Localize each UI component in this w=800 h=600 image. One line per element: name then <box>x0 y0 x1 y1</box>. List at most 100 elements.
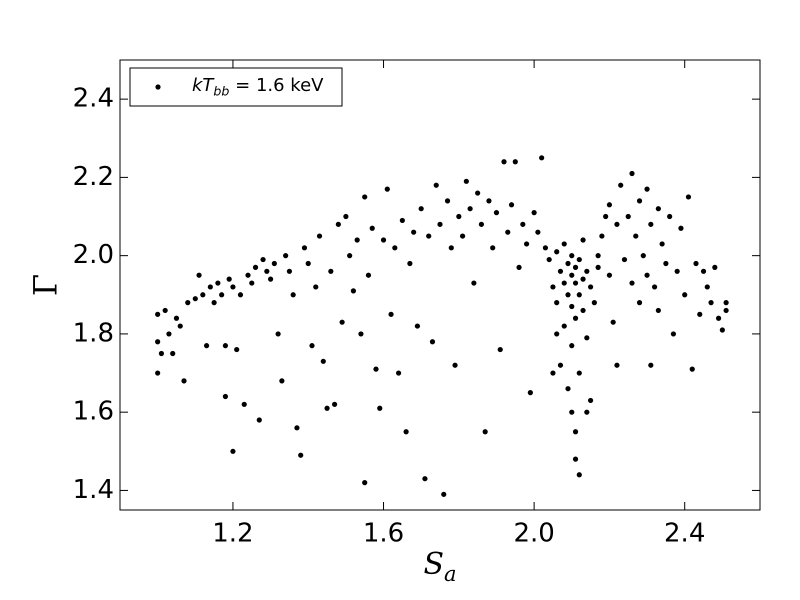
scatter-point <box>429 339 436 345</box>
y-tick-label: 2.2 <box>73 162 114 192</box>
scatter-point <box>286 268 293 274</box>
scatter-point <box>256 417 262 423</box>
scatter-point <box>456 213 462 220</box>
scatter-point <box>471 280 477 286</box>
scatter-point <box>693 260 699 267</box>
scatter-point <box>569 272 575 278</box>
scatter-point <box>501 159 507 165</box>
scatter-point <box>633 233 639 239</box>
scatter-point <box>301 245 308 251</box>
y-tick-label: 1.8 <box>73 318 114 348</box>
scatter-point <box>704 284 710 290</box>
scatter-point <box>569 409 575 415</box>
scatter-point <box>211 300 217 306</box>
scatter-point <box>362 194 368 200</box>
scatter-point <box>640 253 646 259</box>
scatter-point <box>230 284 236 290</box>
scatter-point <box>267 276 274 282</box>
scatter-point <box>192 296 198 302</box>
scatter-point <box>614 362 620 368</box>
scatter-point <box>377 405 383 411</box>
scatter-point <box>155 370 161 376</box>
scatter-point <box>365 272 372 278</box>
scatter-point <box>625 213 631 220</box>
scatter-point <box>305 260 311 267</box>
scatter-point <box>170 350 176 357</box>
scatter-point <box>478 221 485 227</box>
scatter-point <box>629 280 635 286</box>
scatter-point <box>723 307 729 314</box>
scatter-point <box>316 233 323 239</box>
scatter-point <box>475 190 481 196</box>
scatter-point <box>595 264 601 270</box>
scatter-point <box>550 284 556 290</box>
scatter-point <box>441 491 447 497</box>
scatter-point <box>580 276 586 282</box>
scatter-point <box>260 256 266 263</box>
scatter-point <box>249 280 255 286</box>
scatter-point <box>426 233 432 239</box>
scatter-point <box>580 237 586 243</box>
scatter-point <box>542 245 549 251</box>
y-tick-label: 1.4 <box>73 475 114 505</box>
scatter-point <box>362 480 368 486</box>
scatter-point <box>554 300 560 306</box>
scatter-point <box>177 323 183 329</box>
scatter-point <box>629 170 635 177</box>
scatter-point <box>576 292 582 298</box>
scatter-point <box>335 221 341 227</box>
scatter-point <box>283 253 289 259</box>
scatter-point <box>407 260 413 267</box>
scatter-point <box>158 350 165 357</box>
scatter-point <box>185 300 191 306</box>
scatter-point <box>350 288 357 294</box>
scatter-point <box>215 280 221 286</box>
scatter-point <box>531 210 537 216</box>
scatter-point <box>294 425 300 431</box>
scatter-point <box>226 276 232 282</box>
scatter-point <box>700 268 707 274</box>
scatter-point <box>667 213 673 220</box>
scatter-point <box>587 284 594 290</box>
scatter-point <box>219 292 225 298</box>
scatter-point <box>546 256 552 263</box>
scatter-point <box>459 233 466 239</box>
scatter-point <box>584 335 590 341</box>
scatter-point <box>173 315 180 321</box>
scatter-point <box>339 319 345 325</box>
scatter-point <box>569 343 575 349</box>
scatter-point <box>618 182 624 188</box>
scatter-point <box>200 292 206 298</box>
scatter-point <box>539 155 545 161</box>
scatter-point <box>557 268 564 274</box>
scatter-point <box>648 362 654 368</box>
scatter-point <box>644 186 650 192</box>
legend-marker <box>155 84 161 90</box>
y-tick-label: 1.6 <box>73 397 114 427</box>
scatter-point <box>606 272 613 278</box>
scatter-point <box>230 448 236 454</box>
scatter-point <box>682 292 688 298</box>
scatter-point <box>685 194 692 200</box>
scatter-point <box>712 264 718 270</box>
scatter-point <box>493 210 500 216</box>
scatter-point <box>565 292 571 298</box>
x-tick-label: 1.6 <box>363 519 404 549</box>
scatter-point <box>279 378 285 384</box>
scatter-point <box>606 202 613 208</box>
scatter-point <box>298 452 304 458</box>
scatter-point <box>162 307 168 314</box>
scatter-point <box>414 323 421 329</box>
scatter-point <box>395 370 402 376</box>
scatter-point <box>651 284 658 290</box>
scatter-point <box>719 327 725 333</box>
scatter-point <box>603 213 609 220</box>
scatter-point <box>384 186 390 192</box>
scatter-point <box>508 202 515 208</box>
scatter-point <box>403 429 409 435</box>
scatter-point <box>572 315 579 321</box>
scatter-point <box>497 346 503 353</box>
scatter-point <box>444 198 451 204</box>
legend: kTbb = 1.6 keV <box>129 67 343 107</box>
scatter-point <box>155 311 161 317</box>
